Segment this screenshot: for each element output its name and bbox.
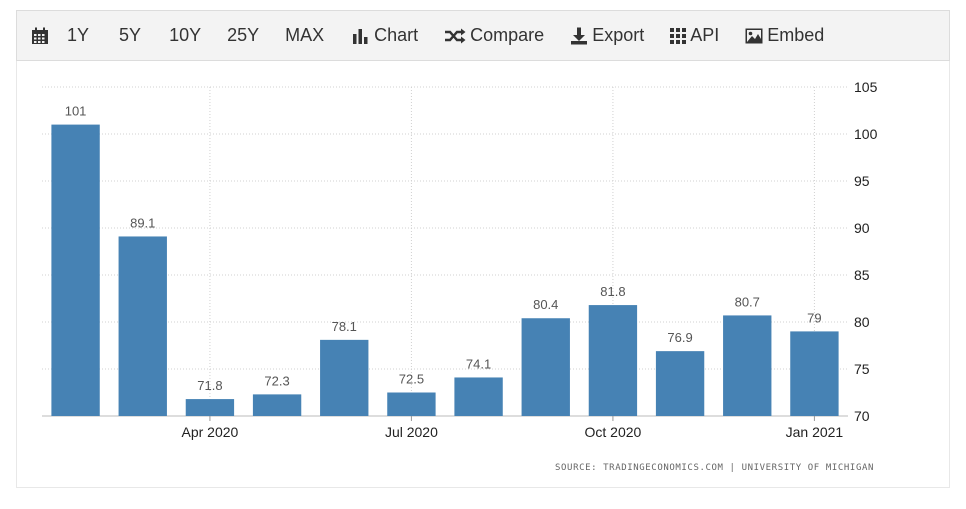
bar-value-label: 80.7 <box>735 294 760 309</box>
range-25y-button[interactable]: 25Y <box>227 25 260 45</box>
range-1y-button[interactable]: 1Y <box>67 25 90 45</box>
grid-icon <box>670 27 687 44</box>
bar <box>51 124 100 416</box>
y-tick-label: 75 <box>854 361 870 377</box>
bar <box>454 377 503 416</box>
image-icon <box>745 28 763 44</box>
chart-grid <box>42 86 848 417</box>
x-tick-label: Jul 2020 <box>385 424 438 440</box>
range-5y-button[interactable]: 5Y <box>119 25 142 45</box>
bar-value-label: 72.3 <box>264 373 289 388</box>
y-tick-label: 85 <box>854 267 870 283</box>
bar-value-label: 79 <box>807 310 821 325</box>
y-tick-label: 105 <box>854 79 878 95</box>
bar <box>521 318 570 416</box>
y-tick-label: 95 <box>854 173 870 189</box>
chart-container <box>16 61 950 488</box>
compare-button[interactable]: Compare <box>444 11 544 60</box>
source-credit: SOURCE: TRADINGECONOMICS.COM | UNIVERSIT… <box>555 463 874 473</box>
chart-value-labels: 101 89.1 71.8 72.3 78.1 72.5 74.1 80.4 81.8 76.9 8… <box>65 104 822 393</box>
bar <box>118 236 167 416</box>
bar <box>790 331 839 416</box>
bar-value-label: 74.1 <box>466 356 491 371</box>
y-tick-label: 90 <box>854 220 870 236</box>
y-tick-label: 70 <box>854 408 870 424</box>
bar <box>320 339 369 416</box>
bar-value-label: 71.8 <box>197 378 222 393</box>
range-10y-button[interactable]: 10Y <box>169 25 202 45</box>
bar-value-label: 72.5 <box>399 372 424 387</box>
bar-value-label: 80.4 <box>533 297 558 312</box>
api-label: API <box>690 25 720 45</box>
chart-toolbar: 1Y 5Y 10Y 25Y MAX Chart Compare Ex <box>16 10 950 61</box>
bar <box>185 399 235 416</box>
bar-value-label: 76.9 <box>667 330 692 345</box>
chart-bars <box>51 124 839 416</box>
y-tick-label: 100 <box>854 126 878 142</box>
chart-x-ticks: Apr 2020 Jul 2020 Oct 2020 Jan 2021 <box>182 416 844 440</box>
embed-button[interactable]: Embed <box>745 11 824 60</box>
api-button[interactable]: API <box>670 11 719 60</box>
bar-value-label: 89.1 <box>130 215 155 230</box>
compare-label: Compare <box>470 25 545 45</box>
x-tick-label: Jan 2021 <box>786 424 844 440</box>
calendar-icon <box>32 27 48 44</box>
x-tick-label: Oct 2020 <box>585 424 642 440</box>
embed-label: Embed <box>767 25 825 45</box>
export-button[interactable]: Export <box>570 11 644 60</box>
export-label: Export <box>592 25 645 45</box>
range-max-button[interactable]: MAX <box>285 25 325 45</box>
bar <box>252 394 302 416</box>
y-tick-label: 80 <box>854 314 870 330</box>
bar-value-label: 78.1 <box>332 319 357 334</box>
bar <box>387 392 436 416</box>
bar <box>655 351 705 416</box>
shuffle-icon <box>444 28 466 44</box>
bar <box>723 315 772 416</box>
bar-chart-icon <box>352 28 370 44</box>
download-icon <box>570 27 588 45</box>
chart-label: Chart <box>374 25 419 45</box>
chart-y-ticks: 70 75 80 85 90 95 100 105 <box>854 79 878 424</box>
chart-button[interactable]: Chart <box>352 11 418 60</box>
bar <box>588 305 638 416</box>
calendar-button[interactable] <box>31 11 49 60</box>
x-tick-label: Apr 2020 <box>182 424 239 440</box>
bar-value-label: 81.8 <box>600 284 625 299</box>
bar-value-label: 101 <box>65 104 87 119</box>
